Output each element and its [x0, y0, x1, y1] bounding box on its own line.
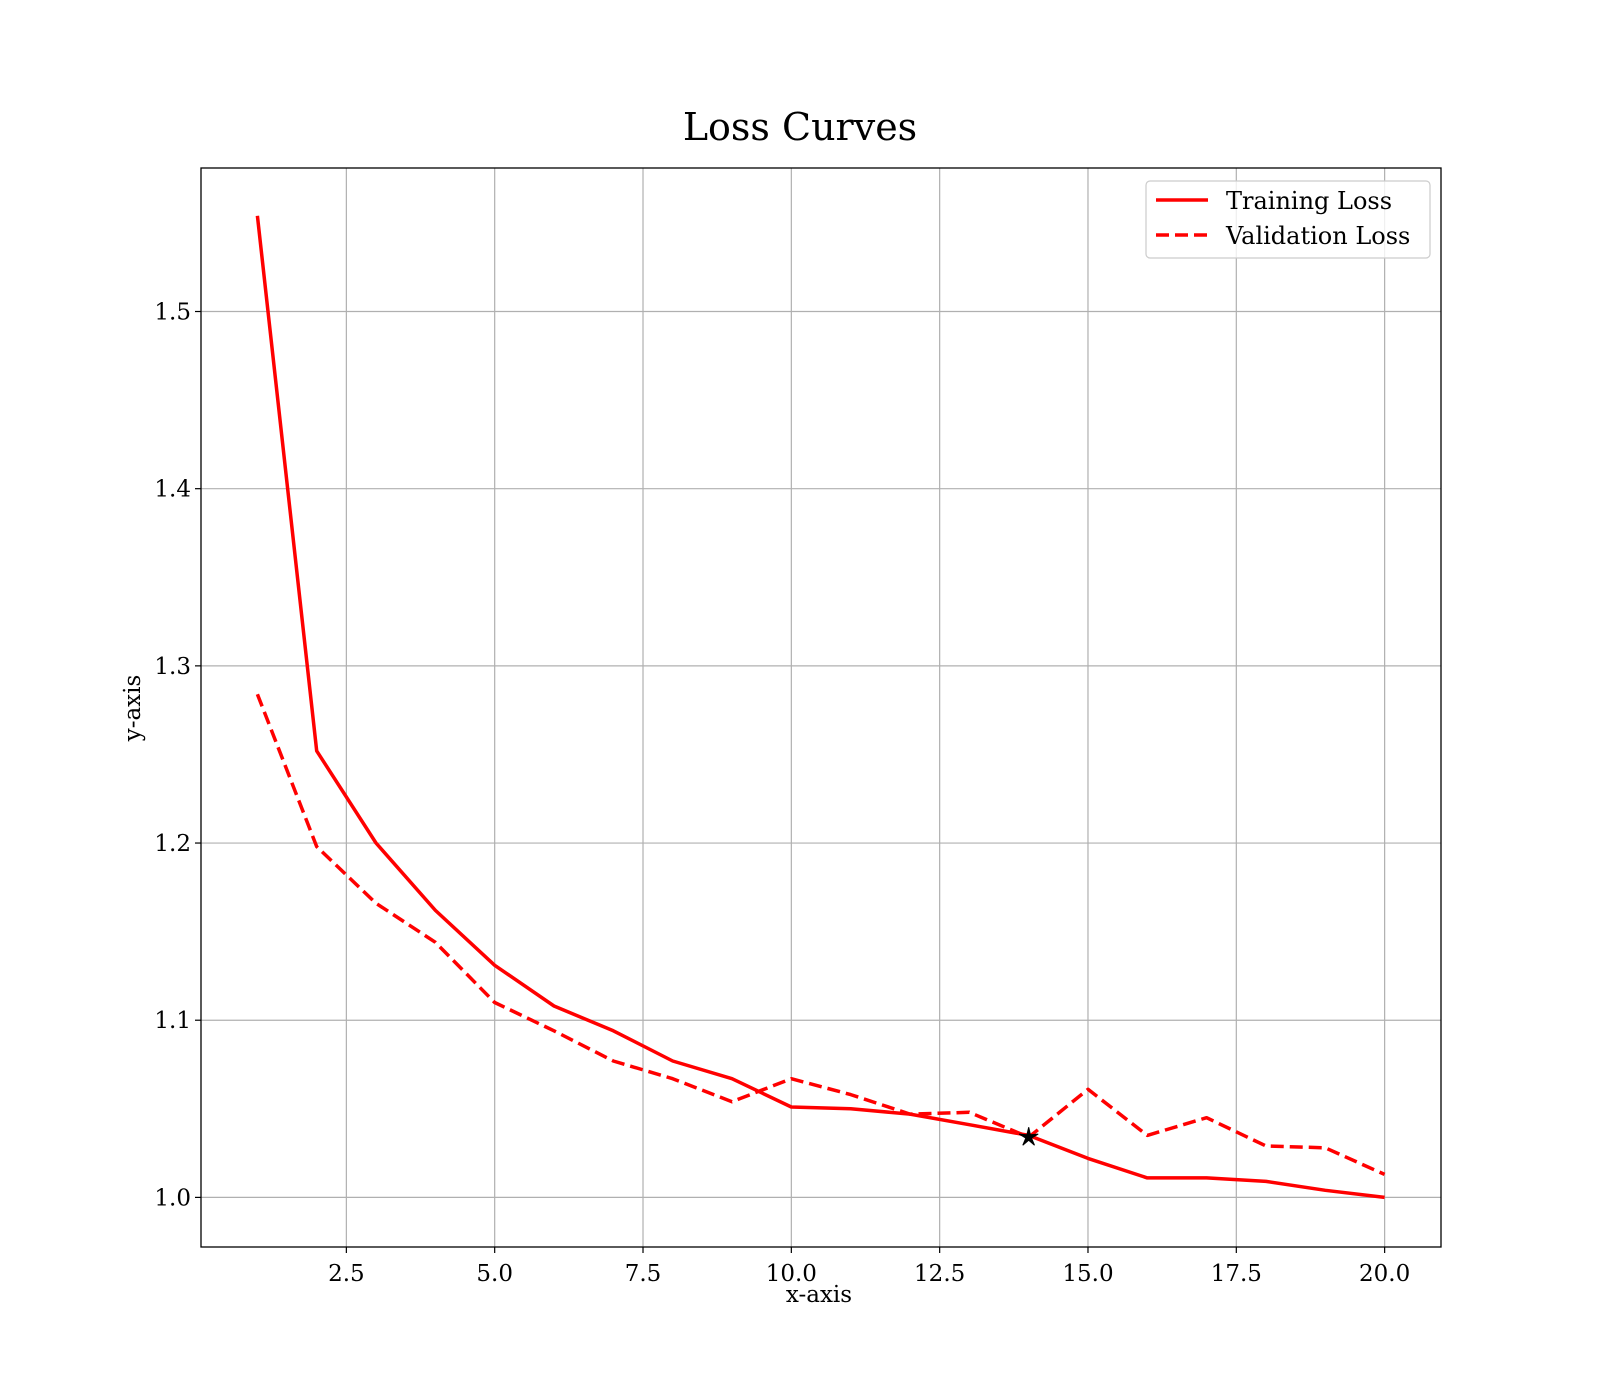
x-tick-label: 15.0: [1062, 1261, 1113, 1287]
legend-label-validation-loss: Validation Loss: [1225, 222, 1410, 250]
x-tick-label: 12.5: [914, 1261, 965, 1287]
star-marker: [1018, 1127, 1039, 1146]
y-tick-label: 1.0: [154, 1185, 191, 1211]
x-tick-label: 7.5: [625, 1261, 662, 1287]
x-tick-label: 17.5: [1211, 1261, 1262, 1287]
y-tick-label: 1.1: [154, 1008, 191, 1034]
chart-title: Loss Curves: [683, 105, 917, 149]
y-tick-label: 1.3: [154, 654, 191, 680]
legend: Training Loss Validation Loss: [1145, 180, 1431, 259]
y-tick-label: 1.2: [154, 831, 191, 857]
y-axis-ticks: 1.0 1.1 1.2 1.3 1.4 1.5: [154, 300, 201, 1211]
series-line-training-loss: [255, 215, 1385, 1200]
y-tick-label: 1.5: [154, 300, 191, 326]
legend-label-training-loss: Training Loss: [1226, 187, 1392, 215]
x-axis-ticks: 2.5 5.0 7.5 10.0 12.5 15.0 17.5 20.0: [328, 1247, 1410, 1287]
x-tick-label: 20.0: [1359, 1261, 1410, 1287]
x-tick-label: 5.0: [476, 1261, 513, 1287]
grid-lines: [201, 168, 1441, 1247]
x-tick-label: 2.5: [328, 1261, 365, 1287]
x-axis-label: x-axis: [786, 1282, 852, 1308]
plot-frame: [200, 167, 1442, 1248]
y-axis-label: y-axis: [120, 675, 146, 743]
x-tick-label: 10.0: [766, 1261, 817, 1287]
y-tick-label: 1.4: [154, 477, 191, 503]
marker-layer: [1018, 1127, 1039, 1146]
series-layer: [255, 215, 1386, 1200]
legend-box: [1145, 180, 1431, 259]
series-line-validation-loss: [255, 693, 1386, 1176]
